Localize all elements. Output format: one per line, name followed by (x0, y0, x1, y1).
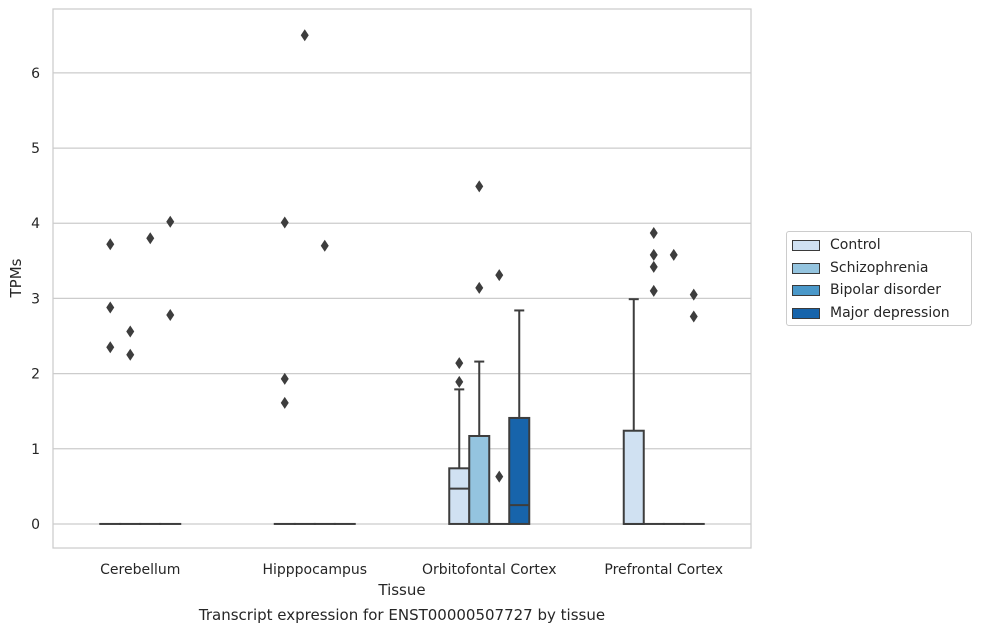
box-cerebellum-schizophrenia (119, 325, 142, 525)
legend-label-major-depression: Major depression (830, 305, 950, 321)
box-orbitofontal-cortex-major-depression (508, 309, 531, 525)
outlier-point-prefrontal-cortex-schizophrenia-3 (649, 260, 658, 273)
outlier-point-cerebellum-control-1 (106, 301, 115, 314)
outlier-point-orbitofontal-cortex-control-1 (455, 375, 464, 388)
outlier-point-orbitofontal-cortex-schizophrenia-1 (475, 281, 484, 294)
box-series-group (99, 29, 705, 525)
x-tick-label-orbitofontal-cortex: Orbitofontal Cortex (422, 562, 557, 578)
outlier-point-hipppocampus-schizophrenia-0 (300, 29, 309, 42)
gridlines (53, 72, 751, 525)
box-orbitofontal-cortex-control (448, 357, 471, 525)
outlier-point-orbitofontal-cortex-bipolar-disorder-0 (495, 269, 504, 282)
legend-swatch-major-depression (792, 307, 820, 319)
box-prefrontal-cortex-major-depression (682, 288, 705, 525)
box-cerebellum-bipolar-disorder (139, 232, 162, 525)
legend-label-control: Control (830, 237, 881, 253)
box-prefrontal-cortex-control (622, 298, 645, 525)
legend: Control Schizophrenia Bipolar disorder M… (786, 231, 972, 326)
box-cerebellum-major-depression (159, 215, 182, 525)
outlier-point-hipppocampus-control-0 (280, 216, 289, 229)
outlier-point-cerebellum-bipolar-disorder-0 (146, 232, 155, 245)
box-body-prefrontal-cortex-control (622, 429, 645, 525)
box-orbitofontal-cortex-bipolar-disorder (488, 269, 511, 525)
y-axis-label: TPMs (7, 258, 25, 298)
outlier-point-hipppocampus-control-2 (280, 396, 289, 409)
outlier-point-cerebellum-major-depression-0 (166, 215, 175, 228)
outlier-point-cerebellum-schizophrenia-1 (126, 348, 135, 361)
legend-swatch-control (792, 239, 820, 251)
x-tick-label-prefrontal-cortex: Prefrontal Cortex (604, 562, 723, 578)
legend-item-schizophrenia: Schizophrenia (792, 258, 928, 278)
outlier-point-prefrontal-cortex-major-depression-1 (689, 310, 698, 323)
y-tick-label-4: 4 (31, 216, 40, 232)
box-hipppocampus-control (273, 216, 296, 525)
box-prefrontal-cortex-schizophrenia (642, 227, 665, 525)
x-axis-label: Tissue (377, 581, 425, 599)
legend-item-major-depression: Major depression (792, 303, 950, 323)
box-orbitofontal-cortex-schizophrenia (468, 180, 491, 525)
plot-frame (52, 8, 752, 549)
y-tick-label-3: 3 (31, 291, 40, 307)
outlier-point-prefrontal-cortex-schizophrenia-2 (649, 248, 658, 261)
y-tick-label-6: 6 (31, 66, 40, 82)
legend-swatch-schizophrenia (792, 262, 820, 274)
box-hipppocampus-bipolar-disorder (313, 239, 336, 525)
legend-label-schizophrenia: Schizophrenia (830, 260, 929, 276)
outlier-point-cerebellum-control-2 (106, 341, 115, 354)
legend-label-bipolar-disorder: Bipolar disorder (830, 282, 942, 298)
outlier-point-orbitofontal-cortex-control-0 (455, 357, 464, 370)
outlier-point-prefrontal-cortex-schizophrenia-1 (649, 227, 658, 240)
legend-item-control: Control (792, 235, 881, 255)
legend-swatch-bipolar-disorder (792, 284, 820, 296)
outlier-point-prefrontal-cortex-major-depression-0 (689, 288, 698, 301)
y-tick-label-5: 5 (31, 141, 40, 157)
outlier-point-hipppocampus-control-1 (280, 372, 289, 385)
outlier-point-cerebellum-major-depression-1 (166, 308, 175, 321)
x-tick-label-cerebellum: Cerebellum (100, 562, 180, 578)
y-tick-label-0: 0 (31, 517, 40, 533)
x-tick-label-hipppocampus: Hipppocampus (262, 562, 367, 578)
outlier-point-prefrontal-cortex-bipolar-disorder-0 (669, 248, 678, 261)
box-cerebellum-control (99, 238, 122, 525)
outlier-point-cerebellum-control-0 (106, 238, 115, 251)
box-prefrontal-cortex-bipolar-disorder (662, 248, 685, 525)
box-hipppocampus-schizophrenia (293, 29, 316, 525)
outlier-point-orbitofontal-cortex-schizophrenia-0 (475, 180, 484, 193)
outlier-point-orbitofontal-cortex-bipolar-disorder-1 (495, 470, 504, 483)
outlier-point-prefrontal-cortex-schizophrenia-0 (649, 284, 658, 297)
outlier-point-cerebellum-schizophrenia-0 (126, 325, 135, 338)
y-tick-label-2: 2 (31, 367, 40, 383)
box-body-orbitofontal-cortex-major-depression (508, 416, 531, 525)
box-body-orbitofontal-cortex-control (448, 467, 471, 525)
legend-item-bipolar-disorder: Bipolar disorder (792, 280, 941, 300)
x-tick-labels: Cerebellum Hipppocampus Orbitofontal Corte… (100, 562, 723, 578)
chart-caption: Transcript expression for ENST0000050772… (198, 606, 606, 624)
y-tick-labels: 0 1 2 3 4 5 6 (31, 66, 40, 533)
y-tick-label-1: 1 (31, 442, 40, 458)
outlier-point-hipppocampus-bipolar-disorder-0 (320, 239, 329, 252)
box-body-orbitofontal-cortex-schizophrenia (468, 434, 491, 525)
